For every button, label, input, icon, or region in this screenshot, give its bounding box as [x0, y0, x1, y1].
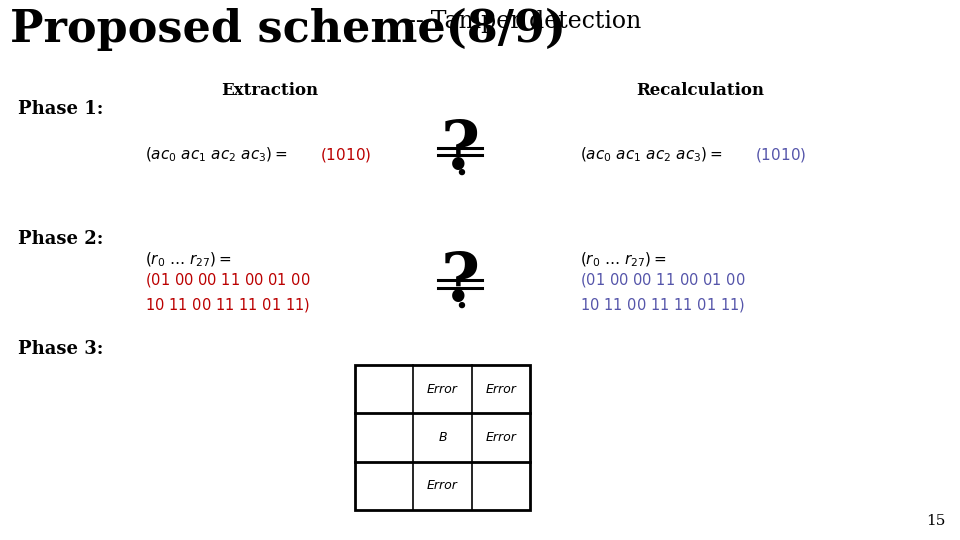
Text: $(01\ 00\ 00\ 11\ 00\ 01\ 00$: $(01\ 00\ 00\ 11\ 00\ 01\ 00$	[580, 271, 746, 289]
Text: B: B	[438, 431, 446, 444]
Text: $(ac_0\ ac_1\ ac_2\ ac_3) = $: $(ac_0\ ac_1\ ac_2\ ac_3) = $	[145, 146, 288, 164]
Text: Phase 3:: Phase 3:	[18, 340, 104, 358]
Text: $\bullet$: $\bullet$	[454, 294, 467, 316]
Text: Recalculation: Recalculation	[636, 82, 764, 99]
Bar	[355, 365, 530, 510]
Text: Proposed scheme(8/9): Proposed scheme(8/9)	[10, 8, 566, 51]
Text: ?: ?	[441, 250, 480, 315]
Text: $(1010)$: $(1010)$	[320, 146, 372, 164]
Text: Error: Error	[486, 431, 516, 444]
Text: ?: ?	[441, 118, 480, 183]
Text: Extraction: Extraction	[222, 82, 319, 99]
Text: $10\ 11\ 00\ 11\ 11\ 01\ 11)$: $10\ 11\ 00\ 11\ 11\ 01\ 11)$	[580, 296, 745, 314]
Text: Error: Error	[486, 383, 516, 396]
Text: Error: Error	[427, 480, 458, 492]
Text: Error: Error	[427, 383, 458, 396]
Text: $\bullet$: $\bullet$	[454, 161, 467, 183]
Text: $(ac_0\ ac_1\ ac_2\ ac_3) = $: $(ac_0\ ac_1\ ac_2\ ac_3) = $	[580, 146, 723, 164]
Text: Phase 2:: Phase 2:	[18, 230, 104, 248]
Text: $(01\ 00\ 00\ 11\ 00\ 01\ 00$: $(01\ 00\ 00\ 11\ 00\ 01\ 00$	[145, 271, 310, 289]
Text: 15: 15	[925, 514, 945, 528]
Text: $(1010)$: $(1010)$	[755, 146, 806, 164]
Text: ---Tamper detection: ---Tamper detection	[408, 10, 641, 33]
Text: $(r_0\ \ldots\ r_{27}) = $: $(r_0\ \ldots\ r_{27}) = $	[580, 251, 667, 269]
Text: $(r_0\ \ldots\ r_{27}) = $: $(r_0\ \ldots\ r_{27}) = $	[145, 251, 232, 269]
Text: Phase 1:: Phase 1:	[18, 100, 104, 118]
Text: $10\ 11\ 00\ 11\ 11\ 01\ 11)$: $10\ 11\ 00\ 11\ 11\ 01\ 11)$	[145, 296, 310, 314]
